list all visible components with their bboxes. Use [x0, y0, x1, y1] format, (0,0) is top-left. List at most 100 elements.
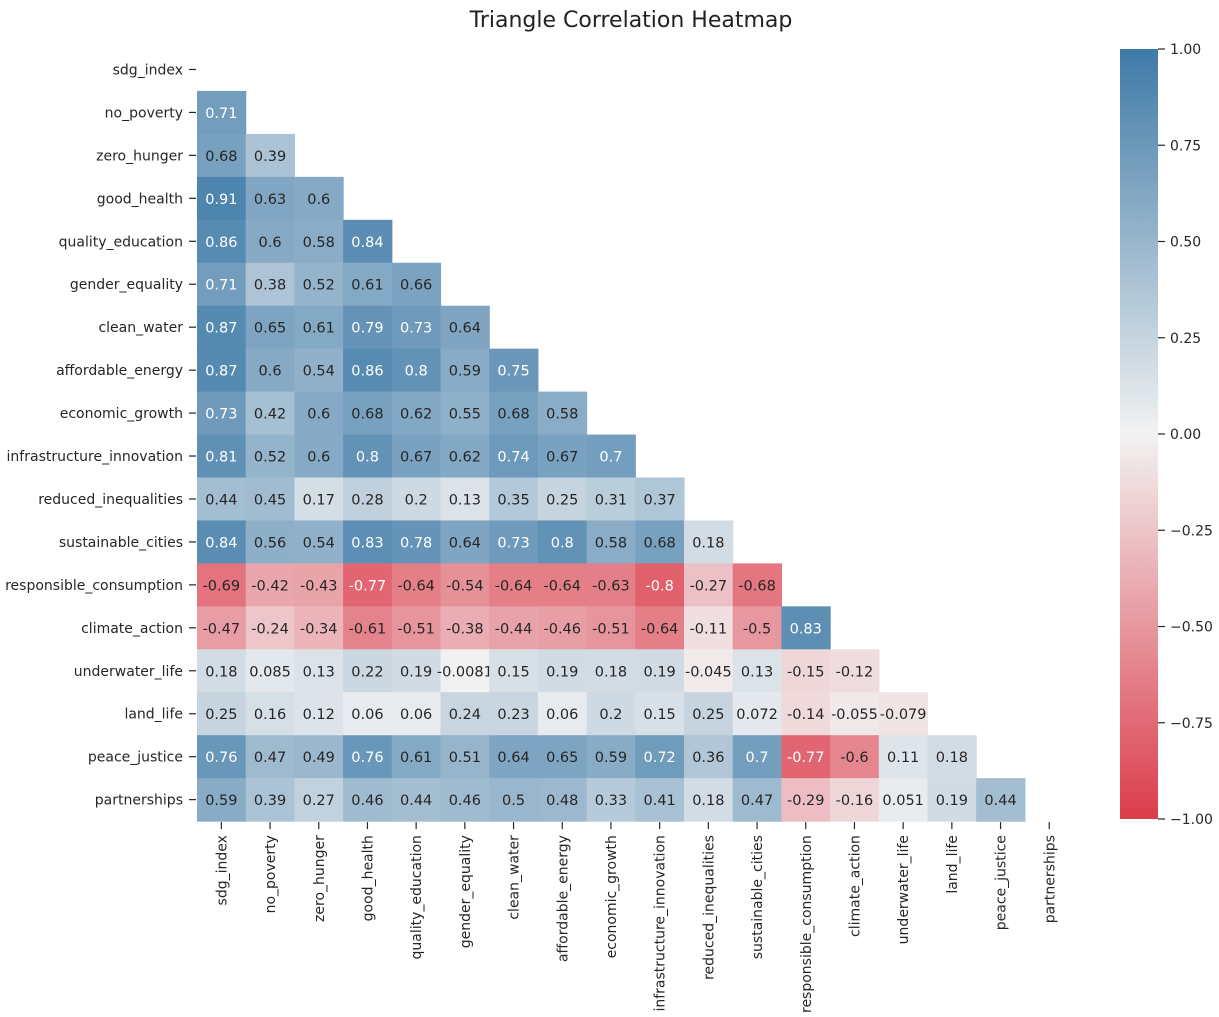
heatmap-cell: [197, 520, 247, 564]
cell-value-label: 0.19: [400, 664, 432, 680]
cell-value-label: 0.44: [400, 793, 432, 809]
cell-value-label: -0.64: [397, 578, 435, 594]
heatmap-cell: [586, 606, 636, 650]
y-tick-label: infrastructure_innovation: [7, 449, 183, 465]
cell-value-label: 0.87: [205, 321, 237, 337]
cell-value-label: 0.47: [741, 793, 773, 809]
cell-value-label: 0.58: [595, 535, 627, 551]
cell-value-label: -0.68: [738, 578, 776, 594]
colorbar-tick-label: 0.75: [1170, 138, 1201, 154]
y-tick-label: no_poverty: [105, 105, 183, 121]
cell-value-label: 0.15: [497, 664, 529, 680]
cell-value-label: 0.6: [259, 364, 282, 380]
cell-value-label: 0.31: [595, 492, 627, 508]
heatmap-cell: [440, 434, 490, 479]
heatmap-cell: [391, 778, 442, 822]
heatmap-cell: [245, 735, 295, 779]
cell-value-label: 0.65: [546, 750, 578, 766]
cell-value-label: 0.6: [307, 450, 330, 466]
cell-value-label: 0.87: [205, 364, 237, 380]
cell-value-label: 0.44: [984, 793, 1016, 809]
heatmap-cell: [294, 520, 344, 564]
heatmap-cell: [684, 606, 734, 650]
heatmap-cell: [586, 692, 636, 736]
cell-value-label: -0.64: [641, 621, 679, 637]
y-tick-label: good_health: [97, 191, 183, 207]
heatmap-cell: [391, 520, 442, 564]
cell-value-label: 0.27: [303, 793, 335, 809]
cell-value-label: 0.18: [936, 750, 968, 766]
cell-value-label: -0.14: [787, 707, 825, 723]
heatmap-cell: [343, 735, 393, 779]
heatmap-cell: [245, 391, 295, 436]
x-tick-label: quality_education: [409, 835, 425, 959]
heatmap-cell: [440, 477, 490, 522]
cell-value-label: 0.39: [254, 793, 286, 809]
heatmap-cell: [294, 391, 344, 436]
heatmap-cell: [489, 434, 539, 479]
heatmap-cell: [830, 649, 880, 693]
heatmap-cell: [489, 735, 539, 779]
cell-value-label: -0.045: [685, 664, 732, 680]
cell-value-label: 0.54: [303, 364, 335, 380]
cell-value-label: 0.58: [546, 407, 578, 423]
x-tick-label: affordable_energy: [555, 835, 571, 962]
cell-value-label: 0.072: [736, 707, 778, 723]
heatmap-cell: [440, 305, 490, 350]
cell-value-label: 0.33: [595, 793, 627, 809]
cell-value-label: 0.84: [205, 535, 237, 551]
colorbar-tick-label: 1.00: [1170, 42, 1201, 58]
heatmap-cell: [343, 477, 393, 522]
heatmap-cell: [440, 348, 490, 393]
x-tick-label: peace_justice: [994, 835, 1010, 930]
heatmap-cell: [489, 391, 539, 436]
heatmap-cell: [245, 649, 295, 693]
heatmap-cells: 0.71 0.68 0.39 0.91 0.63 0.6 0.86 0.6 0.58 0.84 0.…: [197, 90, 1026, 822]
cell-value-label: 0.085: [249, 664, 291, 680]
cell-value-label: 0.73: [400, 321, 432, 337]
heatmap-cell: [537, 563, 588, 607]
cell-value-label: -0.16: [836, 793, 874, 809]
cell-value-label: 0.64: [449, 535, 481, 551]
cell-value-label: 0.66: [400, 278, 432, 294]
heatmap-cell: [878, 778, 929, 822]
cell-value-label: 0.23: [497, 707, 529, 723]
cell-value-label: 0.76: [351, 750, 383, 766]
heatmap-cell: [586, 520, 636, 564]
heatmap-cell: [343, 348, 393, 393]
x-tick-label: economic_growth: [604, 835, 620, 958]
heatmap-cell: [635, 778, 685, 822]
cell-value-label: 0.13: [303, 664, 335, 680]
heatmap-cell: [245, 606, 295, 650]
cell-value-label: -0.38: [446, 621, 484, 637]
heatmap-cell: [294, 348, 344, 393]
x-tick-label: no_poverty: [263, 835, 279, 913]
cell-value-label: 0.83: [351, 535, 383, 551]
colorbar-tick-label: −0.50: [1170, 620, 1213, 636]
colorbar-tick-label: 0.00: [1170, 427, 1201, 443]
cell-value-label: 0.62: [400, 407, 432, 423]
heatmap-cell: [537, 778, 588, 822]
cell-value-label: 0.62: [449, 450, 481, 466]
cell-value-label: -0.47: [203, 621, 241, 637]
cell-value-label: 0.75: [497, 364, 529, 380]
heatmap-cell: [878, 735, 929, 779]
cell-value-label: -0.64: [543, 578, 581, 594]
heatmap-cell: [197, 133, 247, 178]
cell-value-label: 0.52: [254, 450, 286, 466]
cell-value-label: 0.39: [254, 149, 286, 165]
heatmap-cell: [830, 778, 880, 822]
heatmap-cell: [489, 348, 539, 393]
colorbar-tick-label: −0.25: [1170, 523, 1213, 539]
heatmap-cell: [684, 649, 734, 693]
cell-value-label: 0.37: [644, 492, 676, 508]
heatmap-cell: [197, 434, 247, 479]
cell-value-label: 0.72: [644, 750, 676, 766]
y-tick-label: reduced_inequalities: [38, 492, 183, 508]
cell-value-label: 0.52: [303, 278, 335, 294]
cell-value-label: 0.06: [546, 707, 578, 723]
heatmap-cell: [489, 649, 539, 693]
cell-value-label: -0.8: [646, 578, 674, 594]
cell-value-label: 0.35: [497, 492, 529, 508]
